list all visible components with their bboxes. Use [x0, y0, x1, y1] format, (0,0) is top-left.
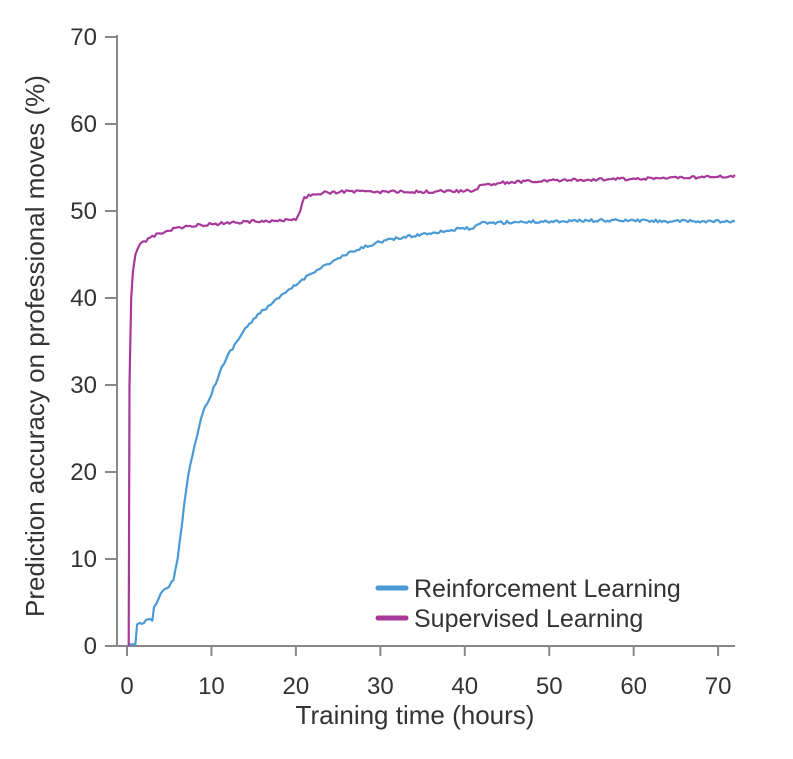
x-tick-label: 60 [620, 673, 647, 700]
x-tick-label: 30 [367, 673, 394, 700]
x-tick-label: 0 [120, 673, 133, 700]
y-tick-label: 50 [70, 198, 97, 225]
y-tick-label: 0 [84, 633, 97, 660]
y-tick-label: 30 [70, 372, 97, 399]
legend-label: Reinforcement Learning [414, 575, 681, 603]
axes: 0 10 20 30 40 50 60 70 0 10 20 30 40 50 60 70 Training t… [20, 24, 735, 730]
x-axis-title: Training time (hours) [296, 700, 535, 730]
legend-label: Supervised Learning [414, 605, 643, 633]
y-tick-label: 40 [70, 285, 97, 312]
x-tick-label: 50 [536, 673, 563, 700]
series-line-supervised-learning [127, 174, 736, 647]
series-line-reinforcement-learning [128, 218, 736, 646]
y-axis-title: Prediction accuracy on professional move… [20, 75, 50, 617]
x-tick-label: 40 [451, 673, 478, 700]
x-tick-label: 10 [198, 673, 225, 700]
y-tick-label: 60 [70, 111, 97, 138]
series-lines [127, 174, 736, 647]
y-tick-label: 20 [70, 459, 97, 486]
y-tick-label: 10 [70, 546, 97, 573]
y-tick-label: 70 [70, 24, 97, 51]
x-tick-label: 70 [705, 673, 732, 700]
x-tick-label: 20 [283, 673, 310, 700]
